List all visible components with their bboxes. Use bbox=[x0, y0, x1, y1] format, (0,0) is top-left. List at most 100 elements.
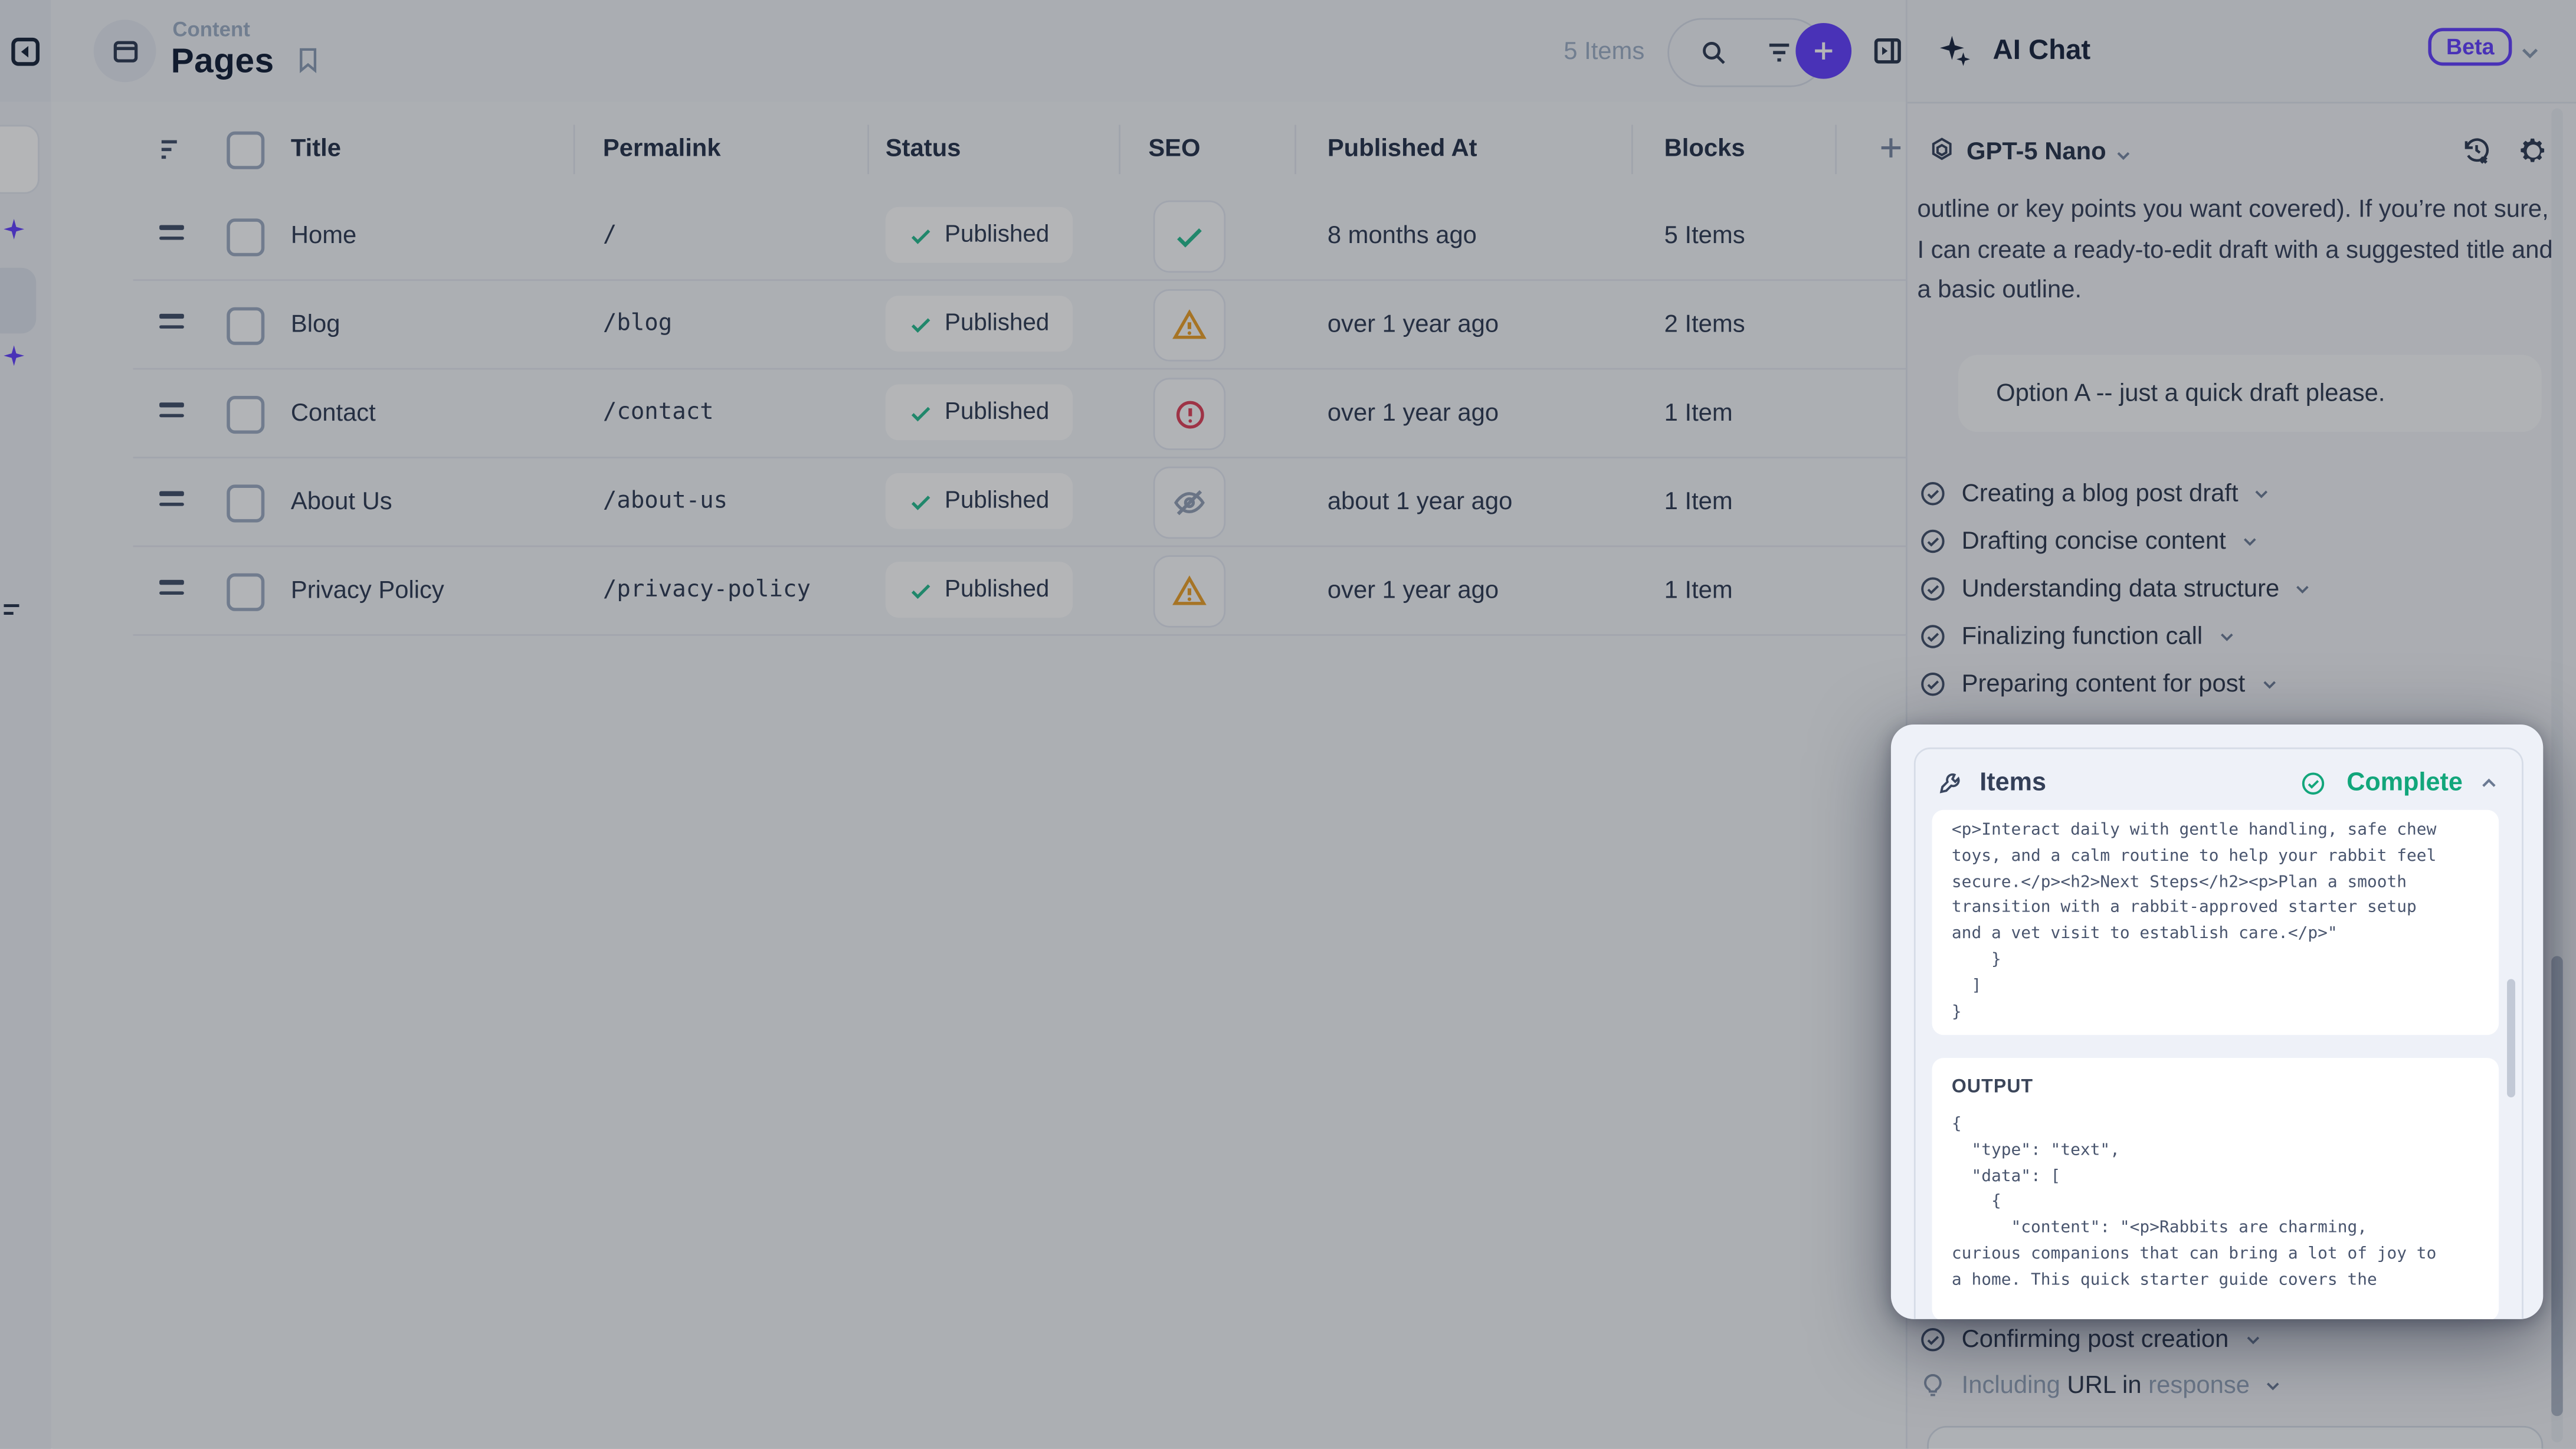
plus-icon bbox=[1815, 42, 1833, 60]
cell-permalink: /about-us bbox=[602, 487, 728, 514]
cell-blocks: 1 Item bbox=[1664, 576, 1733, 605]
cell-title: Privacy Policy bbox=[290, 576, 444, 605]
task-row[interactable]: Creating a blog post draft bbox=[1919, 480, 2271, 507]
check-icon bbox=[911, 583, 930, 598]
col-header-permalink[interactable]: Permalink bbox=[602, 135, 721, 163]
status-badge: Published bbox=[885, 473, 1073, 529]
tool-output-json: { "type": "text", "data": [ { "content":… bbox=[1951, 1115, 2437, 1290]
page-title: Pages bbox=[171, 42, 274, 81]
status-badge: Published bbox=[885, 562, 1073, 618]
cell-permalink: /contact bbox=[602, 399, 714, 426]
task-row[interactable]: Finalizing function call bbox=[1919, 622, 2236, 651]
row-checkbox[interactable] bbox=[227, 396, 265, 434]
col-header-published-at[interactable]: Published At bbox=[1327, 135, 1477, 163]
error-circle-icon bbox=[1175, 400, 1204, 428]
chat-input[interactable] bbox=[1927, 1425, 2544, 1449]
sort-rows-icon[interactable] bbox=[159, 138, 186, 161]
drag-handle[interactable] bbox=[159, 313, 184, 329]
ai-sparkle-icon[interactable] bbox=[2, 343, 27, 368]
task-check-circle-icon bbox=[1921, 1327, 1945, 1352]
seo-ok-badge bbox=[1153, 200, 1226, 273]
nav-item[interactable] bbox=[0, 267, 37, 334]
window-icon bbox=[113, 40, 137, 62]
row-checkbox[interactable] bbox=[227, 573, 265, 611]
nav-glyph[interactable] bbox=[0, 598, 23, 621]
panel-scrollbar-thumb[interactable] bbox=[2551, 956, 2563, 1417]
status-badge: Published bbox=[885, 384, 1073, 441]
cell-blocks: 1 Item bbox=[1664, 487, 1733, 516]
tool-call-popup: Items Complete <p>Interact daily with ge… bbox=[1890, 724, 2544, 1319]
filter-icon[interactable] bbox=[1764, 38, 1794, 67]
toggle-right-sidebar-icon[interactable] bbox=[1871, 34, 1904, 67]
openai-logo-icon bbox=[1927, 135, 1956, 164]
bookmark-icon[interactable] bbox=[294, 46, 322, 74]
tool-name: Items bbox=[1979, 769, 2047, 797]
collapse-tool-chevron-icon[interactable] bbox=[2479, 773, 2499, 793]
select-all-checkbox[interactable] bbox=[227, 131, 265, 169]
task-check-circle-icon bbox=[1921, 529, 1945, 553]
task-row-thought[interactable]: Including URL in response bbox=[1919, 1372, 2282, 1399]
nav-item-active[interactable] bbox=[0, 124, 40, 194]
cell-published-at: over 1 year ago bbox=[1327, 576, 1499, 605]
drag-handle[interactable] bbox=[159, 491, 184, 506]
clear-history-icon[interactable] bbox=[2461, 135, 2492, 166]
col-header-blocks[interactable]: Blocks bbox=[1664, 135, 1745, 163]
add-column-icon[interactable] bbox=[1874, 132, 1908, 165]
cell-published-at: about 1 year ago bbox=[1327, 487, 1513, 516]
drag-handle[interactable] bbox=[159, 579, 184, 595]
user-message-bubble: Option A -- just a quick draft please. bbox=[1958, 355, 2542, 432]
cell-permalink: / bbox=[602, 221, 617, 248]
model-selector[interactable]: GPT-5 Nano bbox=[1966, 137, 2106, 166]
content-topbar: Content Pages 5 Items bbox=[51, 0, 1906, 102]
collection-icon-button[interactable] bbox=[93, 19, 156, 83]
cell-blocks: 1 Item bbox=[1664, 399, 1733, 427]
row-checkbox[interactable] bbox=[227, 484, 265, 523]
task-row[interactable]: Drafting concise content bbox=[1919, 527, 2259, 555]
add-item-button[interactable] bbox=[1795, 22, 1852, 79]
task-row[interactable]: Understanding data structure bbox=[1919, 575, 2312, 603]
collapse-nav-icon[interactable] bbox=[8, 34, 42, 68]
assistant-message: outline or key points you want covered).… bbox=[1917, 195, 2553, 304]
seo-hidden-badge bbox=[1153, 466, 1226, 539]
cell-title: About Us bbox=[290, 487, 392, 516]
tool-input-code[interactable]: <p>Interact daily with gentle handling, … bbox=[1932, 809, 2499, 1035]
tool-scrollbar-thumb[interactable] bbox=[2507, 979, 2515, 1098]
ai-sparkle-icon[interactable] bbox=[2, 217, 27, 242]
cell-permalink: /blog bbox=[602, 310, 673, 337]
cell-published-at: over 1 year ago bbox=[1327, 310, 1499, 339]
complete-check-icon bbox=[2302, 772, 2325, 795]
task-row[interactable]: Preparing content for post bbox=[1919, 670, 2278, 698]
col-header-seo[interactable]: SEO bbox=[1148, 135, 1201, 163]
row-checkbox[interactable] bbox=[227, 307, 265, 345]
col-header-title[interactable]: Title bbox=[290, 135, 341, 163]
row-checkbox[interactable] bbox=[227, 218, 265, 257]
task-chevron-icon bbox=[2246, 1336, 2259, 1345]
task-chevron-icon bbox=[2263, 681, 2275, 689]
tool-output-code[interactable]: OUTPUT { "type": "text", "data": [ { "co… bbox=[1932, 1058, 2499, 1319]
col-header-status[interactable]: Status bbox=[885, 135, 961, 163]
cell-blocks: 2 Items bbox=[1664, 310, 1745, 339]
task-row-confirming[interactable]: Confirming post creation bbox=[1919, 1326, 2262, 1353]
user-message-text: Option A -- just a quick draft please. bbox=[1996, 379, 2385, 408]
task-chevron-icon bbox=[2243, 538, 2256, 546]
drag-handle[interactable] bbox=[159, 402, 184, 418]
search-icon[interactable] bbox=[1699, 38, 1728, 67]
cell-published-at: 8 months ago bbox=[1327, 221, 1477, 250]
task-check-circle-icon bbox=[1921, 482, 1945, 506]
model-chevron-icon[interactable] bbox=[2115, 146, 2133, 165]
check-icon bbox=[911, 406, 930, 421]
task-check-circle-icon bbox=[1921, 625, 1945, 648]
task-check-circle-icon bbox=[1921, 577, 1945, 601]
cell-title: Contact bbox=[290, 399, 376, 427]
items-count: 5 Items bbox=[1564, 38, 1645, 66]
warning-triangle-icon bbox=[1172, 575, 1207, 605]
status-badge: Published bbox=[885, 296, 1073, 352]
drag-handle[interactable] bbox=[159, 225, 184, 240]
settings-gear-icon[interactable] bbox=[2517, 135, 2548, 166]
breadcrumb[interactable]: Content bbox=[172, 18, 250, 41]
beta-badge: Beta bbox=[2428, 28, 2513, 66]
check-icon bbox=[911, 494, 930, 510]
tool-input-json: <p>Interact daily with gentle handling, … bbox=[1951, 821, 2437, 1021]
task-chevron-icon bbox=[2220, 633, 2233, 641]
collapse-panel-chevron-icon[interactable] bbox=[2519, 41, 2542, 64]
